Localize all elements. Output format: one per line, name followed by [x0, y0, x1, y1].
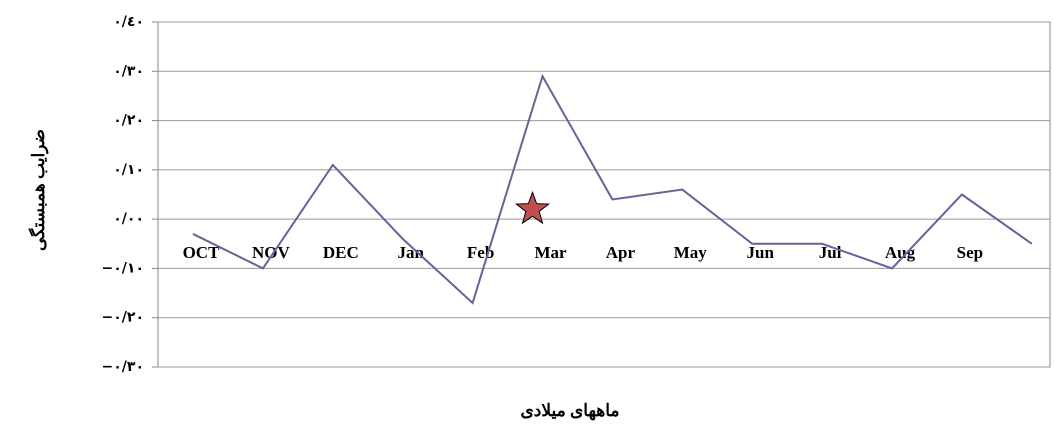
x-tick-label: Jan [397, 243, 424, 262]
y-axis-label: ضرایب همبستگی [28, 129, 49, 251]
x-axis-label: ماههای میلادی [520, 401, 619, 421]
y-tick-label: ٠/٤٠ [113, 14, 144, 30]
y-tick-label: ٠/٣٠ [113, 63, 144, 79]
x-tick-label: Jun [746, 243, 774, 262]
x-tick-label: Sep [957, 243, 983, 262]
x-tick-label: NOV [252, 243, 291, 262]
y-tick-label: ٠/١٠ [113, 162, 144, 178]
star-marker [514, 190, 551, 225]
y-tick-label: −٠/٢٠ [102, 310, 144, 326]
y-tick-label: −٠/١٠ [102, 260, 144, 276]
x-tick-label: Apr [606, 243, 636, 262]
plot-area [157, 21, 1051, 368]
y-tick-label: −٠/٣٠ [102, 359, 144, 375]
x-tick-label: Mar [534, 243, 567, 262]
x-tick-label: OCT [183, 243, 221, 262]
x-tick-label: DEC [323, 243, 359, 262]
y-tick-label: ٠/٢٠ [113, 113, 144, 129]
x-tick-label: May [674, 243, 708, 262]
y-tick-label: ٠/٠٠ [113, 211, 144, 227]
data-line [192, 73, 1033, 305]
x-tick-label: Aug [885, 243, 916, 262]
